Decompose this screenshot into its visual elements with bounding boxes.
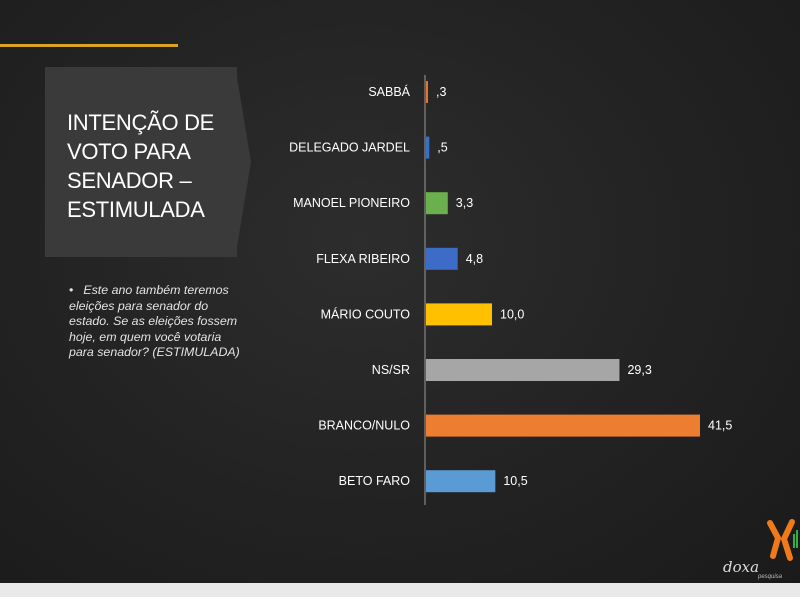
category-label: NS/SR [372,363,410,377]
doxa-logo: doxa pesquisa [718,518,800,583]
title-box [45,67,251,257]
category-label: BRANCO/NULO [318,419,410,433]
bar [426,192,448,215]
bar [426,470,496,493]
category-label: BETO FARO [339,474,411,488]
category-label: FLEXA RIBEIRO [316,252,410,266]
category-label: SABBÁ [368,84,410,99]
value-label: 3,3 [456,196,473,210]
bullet-marker: • [69,283,74,297]
bullet-item: • Este ano também teremos eleições para s… [69,283,244,361]
value-label: 41,5 [708,419,732,433]
bar [426,136,430,159]
bar [426,414,700,437]
value-label: ,5 [437,141,447,155]
doxa-logo-mark [767,519,798,561]
accent-line [0,44,178,47]
bar [426,303,493,326]
bar [426,359,620,381]
value-label: 10,5 [503,474,527,488]
category-label: MANOEL PIONEIRO [293,196,410,210]
logo-word: doxa [723,558,760,576]
value-label: 4,8 [466,252,483,266]
bar [426,247,458,270]
logo-sub: pesquisa [758,574,783,580]
bottom-strip [0,583,800,597]
value-label: 29,3 [627,363,651,377]
bar [426,81,428,103]
value-label: 10,0 [500,307,524,321]
value-label: ,3 [436,85,446,99]
slide-title: INTENÇÃO DE VOTO PARA SENADOR – ESTIMULA… [67,110,215,222]
bullet-text: Este ano também teremos eleições para se… [69,283,240,360]
category-label: MÁRIO COUTO [321,306,411,321]
category-label: DELEGADO JARDEL [289,141,410,155]
